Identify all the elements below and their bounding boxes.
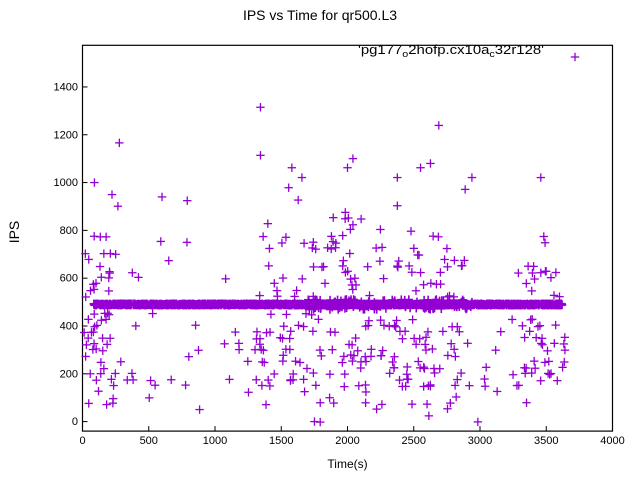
svg-text:1000: 1000 — [203, 435, 227, 447]
svg-text:2500: 2500 — [402, 435, 426, 447]
svg-text:400: 400 — [60, 320, 78, 332]
svg-text:IPS vs Time for qr500.L3: IPS vs Time for qr500.L3 — [243, 7, 397, 23]
svg-text:800: 800 — [60, 225, 78, 237]
svg-text:500: 500 — [140, 435, 158, 447]
svg-text:Time(s): Time(s) — [327, 457, 367, 471]
svg-text:3500: 3500 — [534, 435, 558, 447]
svg-text:600: 600 — [60, 273, 78, 285]
svg-text:0: 0 — [72, 416, 78, 428]
svg-text:0: 0 — [79, 435, 85, 447]
svg-text:200: 200 — [60, 368, 78, 380]
svg-text:4000: 4000 — [600, 435, 624, 447]
svg-text:2000: 2000 — [335, 435, 359, 447]
svg-text:1200: 1200 — [54, 129, 78, 141]
svg-text:1400: 1400 — [54, 81, 78, 93]
svg-text:3000: 3000 — [468, 435, 492, 447]
svg-text:1000: 1000 — [54, 177, 78, 189]
svg-text:1500: 1500 — [269, 435, 293, 447]
